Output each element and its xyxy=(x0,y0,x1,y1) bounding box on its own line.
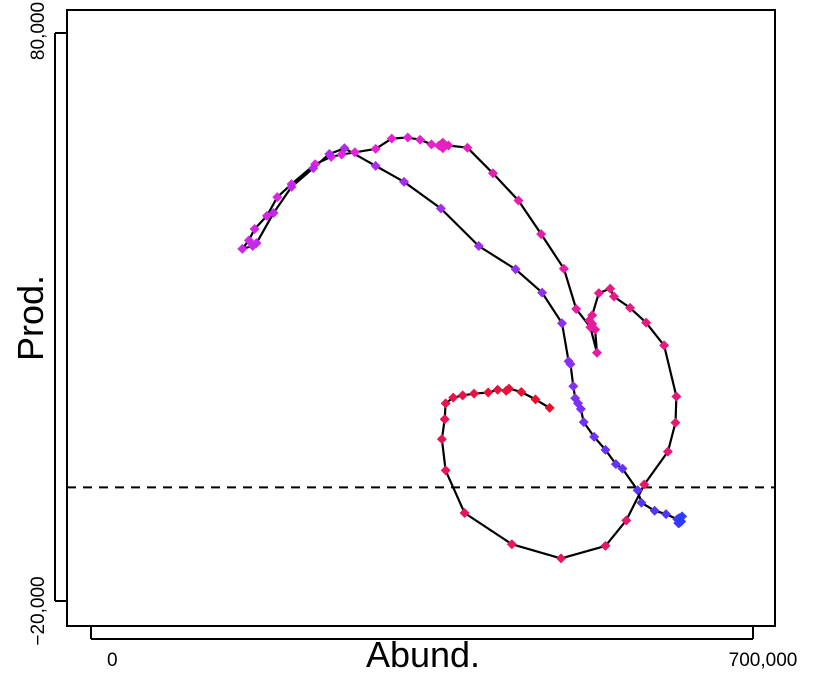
data-point xyxy=(578,417,589,428)
data-point xyxy=(462,142,473,153)
data-point xyxy=(268,208,279,219)
data-point xyxy=(492,384,503,395)
data-point xyxy=(641,317,652,328)
data-point xyxy=(610,459,621,470)
data-point xyxy=(575,404,586,415)
data-point xyxy=(286,181,297,192)
data-point xyxy=(621,515,632,526)
data-point xyxy=(473,241,484,251)
data-point xyxy=(600,540,611,551)
data-point xyxy=(457,390,468,401)
data-point xyxy=(571,304,582,315)
x-axis: 0 700,000 xyxy=(90,627,798,671)
data-point xyxy=(483,387,494,398)
data-point xyxy=(513,195,524,206)
data-point xyxy=(272,192,283,203)
data-point xyxy=(426,139,437,150)
data-point xyxy=(636,497,647,508)
data-point xyxy=(591,347,602,358)
y-tick-label: 80,000 xyxy=(28,2,49,60)
data-point xyxy=(435,203,446,214)
data-point xyxy=(249,223,260,234)
data-point xyxy=(415,134,426,145)
data-point xyxy=(308,163,319,174)
x-axis-label: Abund. xyxy=(366,634,480,675)
data-point xyxy=(568,381,579,392)
data-point xyxy=(617,463,628,474)
data-point xyxy=(625,302,636,313)
data-point xyxy=(659,340,670,351)
data-point xyxy=(516,386,527,397)
data-point xyxy=(544,402,555,413)
points-layer xyxy=(237,132,688,564)
data-point xyxy=(487,168,498,179)
y-axis: −20,000 80,000 xyxy=(28,2,67,646)
trajectory-line xyxy=(241,136,684,560)
data-point xyxy=(501,385,512,396)
data-point xyxy=(649,505,660,516)
data-point xyxy=(324,148,335,159)
data-point xyxy=(370,143,381,154)
data-point xyxy=(530,394,541,405)
data-point xyxy=(600,444,611,455)
data-point xyxy=(605,283,616,294)
data-point xyxy=(386,133,397,144)
data-point xyxy=(671,391,682,402)
x-tick-label: 0 xyxy=(107,650,118,671)
data-point xyxy=(537,287,548,298)
data-point xyxy=(402,132,413,143)
data-point xyxy=(437,143,448,154)
data-point xyxy=(556,318,567,329)
y-tick-label: −20,000 xyxy=(28,576,49,645)
data-point xyxy=(459,507,470,518)
x-tick-label: 700,000 xyxy=(729,650,798,671)
data-point xyxy=(660,509,671,520)
data-point xyxy=(593,288,604,299)
data-point xyxy=(632,485,643,496)
data-point xyxy=(251,238,262,249)
data-point xyxy=(662,446,673,457)
data-point xyxy=(370,160,381,171)
data-point xyxy=(339,143,350,154)
data-point xyxy=(506,539,517,550)
data-point xyxy=(556,553,567,564)
data-point xyxy=(585,322,596,333)
data-point xyxy=(440,398,451,409)
data-point xyxy=(237,243,248,254)
data-point xyxy=(436,434,447,445)
plot-frame xyxy=(66,9,776,627)
data-point xyxy=(670,417,681,428)
data-point xyxy=(565,359,576,370)
y-axis-label: Prod. xyxy=(10,275,51,361)
data-point xyxy=(608,291,619,302)
data-point xyxy=(558,263,569,274)
data-point xyxy=(439,414,450,425)
data-point xyxy=(349,147,360,158)
data-point xyxy=(399,176,410,187)
data-point xyxy=(448,392,459,403)
data-point xyxy=(676,516,687,527)
data-point xyxy=(639,479,650,490)
data-point xyxy=(510,264,521,275)
data-point xyxy=(589,431,600,442)
data-point xyxy=(469,388,480,399)
data-point xyxy=(536,229,547,240)
data-point xyxy=(440,465,451,476)
